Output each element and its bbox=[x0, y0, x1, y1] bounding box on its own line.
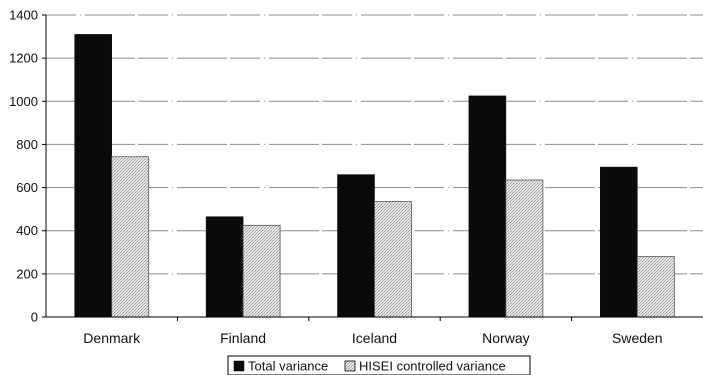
bar-total-variance-norway bbox=[468, 95, 507, 318]
x-category-labels: Denmark Finland Iceland Norway Sweden bbox=[83, 330, 662, 346]
y-tick-label: 400 bbox=[16, 223, 38, 238]
legend-swatch-hisei-controlled-variance bbox=[344, 360, 356, 372]
x-category-label: Sweden bbox=[612, 330, 663, 346]
y-tick-label: 200 bbox=[16, 266, 38, 281]
bar-hisei-controlled-variance-iceland bbox=[374, 201, 412, 318]
x-category-label: Denmark bbox=[83, 330, 141, 346]
x-category-label: Norway bbox=[482, 330, 529, 346]
legend: Total variance HISEI controlled variance bbox=[227, 355, 531, 375]
bars bbox=[74, 34, 675, 318]
x-category-label: Finland bbox=[220, 330, 266, 346]
legend-box bbox=[227, 355, 531, 375]
y-tick-label: 1000 bbox=[9, 94, 38, 109]
axes bbox=[42, 14, 703, 321]
bar-total-variance-iceland bbox=[337, 174, 375, 318]
bar-total-variance-finland bbox=[205, 216, 244, 318]
y-tick-label: 1400 bbox=[9, 8, 38, 23]
y-tick-labels: 0 200 400 600 800 1000 1200 1400 bbox=[9, 8, 38, 325]
y-tick-label: 1200 bbox=[9, 51, 38, 66]
x-category-label: Iceland bbox=[352, 330, 397, 346]
bar-hisei-controlled-variance-norway bbox=[505, 179, 544, 318]
bar-hisei-controlled-variance-finland bbox=[242, 224, 281, 318]
y-tick-label: 0 bbox=[31, 310, 38, 325]
legend-label-hisei-controlled-variance: HISEI controlled variance bbox=[359, 359, 506, 374]
bar-total-variance-sweden bbox=[600, 166, 638, 318]
bar-hisei-controlled-variance-denmark bbox=[111, 156, 150, 318]
bar-hisei-controlled-variance-sweden bbox=[636, 256, 675, 318]
y-tick-label: 600 bbox=[16, 180, 38, 195]
legend-label-total-variance: Total variance bbox=[248, 359, 328, 374]
bar-total-variance-denmark bbox=[74, 34, 112, 318]
y-tick-label: 800 bbox=[16, 137, 38, 152]
legend-swatch-total-variance bbox=[233, 360, 245, 372]
